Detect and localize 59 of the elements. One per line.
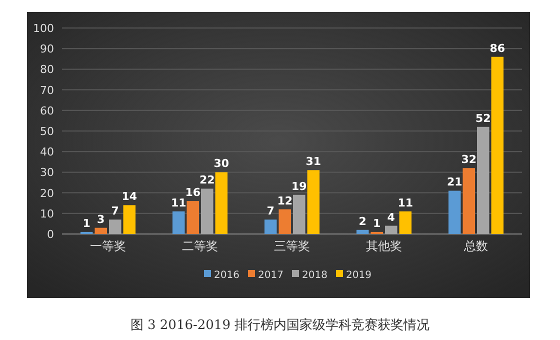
data-label: 11 [170,196,186,210]
data-label: 12 [277,194,293,208]
x-tick-label: 其他奖 [366,239,402,253]
data-label: 11 [398,196,414,210]
data-label: 19 [291,180,307,193]
y-tick-label: 0 [47,228,54,241]
bar [172,211,185,234]
data-label: 1 [373,216,381,230]
x-tick-label: 三等奖 [274,239,310,253]
y-tick-label: 10 [40,207,54,220]
bar [462,168,475,234]
legend-label: 2018 [302,270,328,281]
bar [399,211,412,234]
bar [215,172,228,234]
legend-label: 2019 [346,270,372,281]
bar [307,170,320,234]
caption: 图 3 2016-2019 排行榜内国家级学科竞赛获奖情况 [130,317,430,333]
y-tick-label: 80 [40,63,54,76]
y-tick-label: 40 [40,146,54,159]
bar [491,56,504,234]
data-label: 7 [266,204,274,218]
y-tick-label: 100 [33,22,54,35]
y-tick-label: 70 [40,84,54,97]
y-tick-label: 60 [40,104,54,118]
bar [293,194,306,234]
data-label: 22 [199,174,215,187]
data-label: 52 [475,112,491,125]
data-label: 16 [185,186,201,200]
x-tick-label: 一等奖 [90,239,126,253]
data-label: 30 [214,157,230,170]
bar [356,230,369,234]
legend-label: 2017 [258,270,284,281]
x-tick-label: 总数 [463,239,488,253]
data-label: 3 [97,212,105,226]
bar [186,201,199,234]
data-label: 14 [122,190,138,204]
bar [201,188,214,234]
bar [448,190,461,234]
data-label: 2 [358,214,366,228]
data-label: 32 [461,153,477,166]
x-tick-label: 二等奖 [182,239,218,253]
bar [123,205,136,234]
y-tick-label: 90 [40,42,54,56]
data-label: 21 [446,176,462,189]
data-label: 86 [490,42,506,55]
bar [264,220,277,234]
data-label: 7 [111,204,119,218]
bar [109,220,122,234]
bar [477,126,490,234]
bar [385,226,398,234]
data-label: 31 [306,155,322,168]
legend-label: 2016 [214,270,240,281]
y-tick-label: 30 [40,166,54,180]
y-tick-label: 50 [40,125,54,138]
y-tick-label: 20 [40,186,54,200]
bar [278,209,291,234]
data-label: 1 [82,216,90,230]
bar [94,228,107,234]
data-label: 4 [387,210,396,224]
